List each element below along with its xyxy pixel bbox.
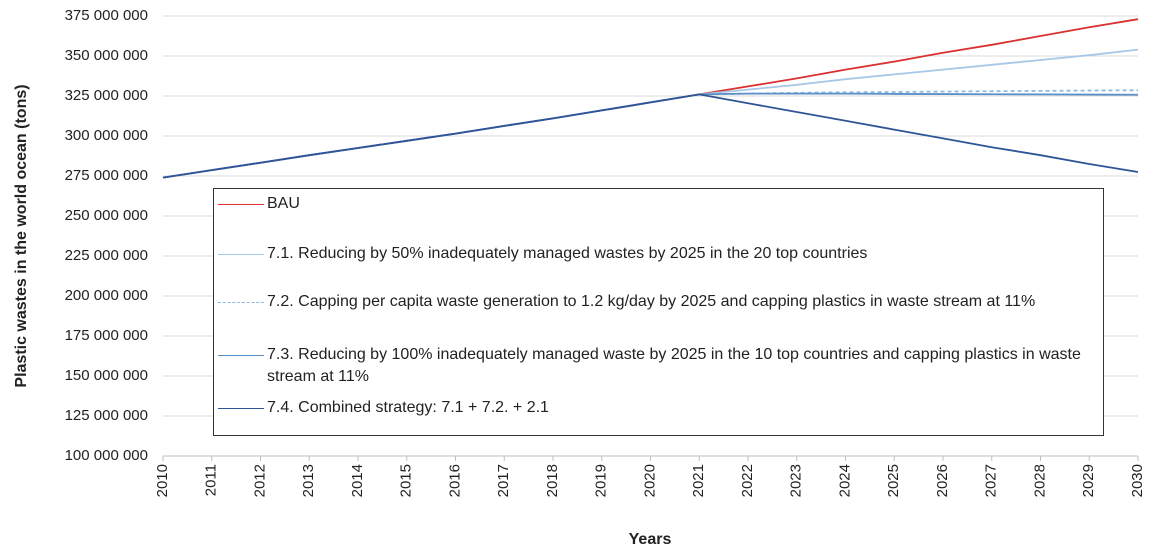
x-tick-label: 2018: [544, 464, 561, 497]
x-tick-label: 2011: [203, 464, 220, 496]
x-tick-label: 2029: [1080, 464, 1097, 497]
y-tick-label: 350 000 000: [65, 47, 148, 64]
legend-swatch: [218, 408, 264, 409]
legend-label: 7.3. Reducing by 100% inadequately manag…: [267, 346, 1081, 385]
legend-swatch: [218, 204, 264, 205]
x-tick-label: 2025: [885, 464, 902, 497]
legend-label: 7.1. Reducing by 50% inadequately manage…: [267, 245, 868, 262]
x-tick-label: 2017: [495, 464, 512, 497]
y-tick-label: 175 000 000: [65, 327, 148, 344]
y-tick-label: 275 000 000: [65, 167, 148, 184]
y-tick-label: 100 000 000: [65, 447, 148, 464]
series-line: [162, 89, 1139, 179]
x-tick-label: 2020: [641, 464, 658, 497]
x-tick-label: 2023: [788, 464, 805, 497]
x-tick-label: 2024: [836, 464, 853, 497]
y-axis-title: Plastic wastes in the world ocean (tons): [13, 84, 30, 387]
x-tick-label: 2028: [1031, 464, 1048, 497]
legend-swatch: [218, 302, 264, 303]
x-tick-label: 2019: [593, 464, 610, 497]
x-tick-label: 2021: [690, 464, 707, 497]
x-tick-label: 2014: [349, 464, 366, 497]
y-tick-label: 200 000 000: [65, 287, 148, 304]
x-tick-label: 2015: [398, 464, 415, 497]
legend: BAU 7.1. Reducing by 50% inadequately man…: [213, 188, 1104, 436]
x-tick-label: 2013: [300, 464, 317, 497]
y-tick-label: 150 000 000: [65, 367, 148, 384]
legend-label: BAU: [267, 195, 300, 212]
legend-label: 7.2. Capping per capita waste generation…: [267, 293, 1036, 310]
x-tick-label: 2016: [446, 464, 463, 497]
x-tick-label: 2027: [983, 464, 1000, 497]
y-tick-label: 325 000 000: [65, 87, 148, 104]
x-tick-label: 2030: [1129, 464, 1146, 497]
y-tick-label: 225 000 000: [65, 247, 148, 264]
x-tick-label: 2010: [154, 464, 171, 497]
y-tick-label: 300 000 000: [65, 127, 148, 144]
x-tick-label: 2026: [934, 464, 951, 497]
x-axis-title: Years: [629, 531, 672, 548]
y-tick-label: 375 000 000: [65, 7, 148, 24]
legend-swatch: [218, 254, 264, 255]
y-tick-label: 250 000 000: [65, 207, 148, 224]
y-tick-label: 125 000 000: [65, 407, 148, 424]
series-line: [162, 48, 1139, 179]
series-line: [162, 93, 1139, 179]
legend-label: 7.4. Combined strategy: 7.1 + 7.2. + 2.1: [267, 399, 549, 416]
x-tick-label: 2022: [739, 464, 756, 497]
series-line: [162, 18, 1139, 179]
x-tick-label: 2012: [251, 464, 268, 497]
legend-swatch: [218, 355, 264, 356]
